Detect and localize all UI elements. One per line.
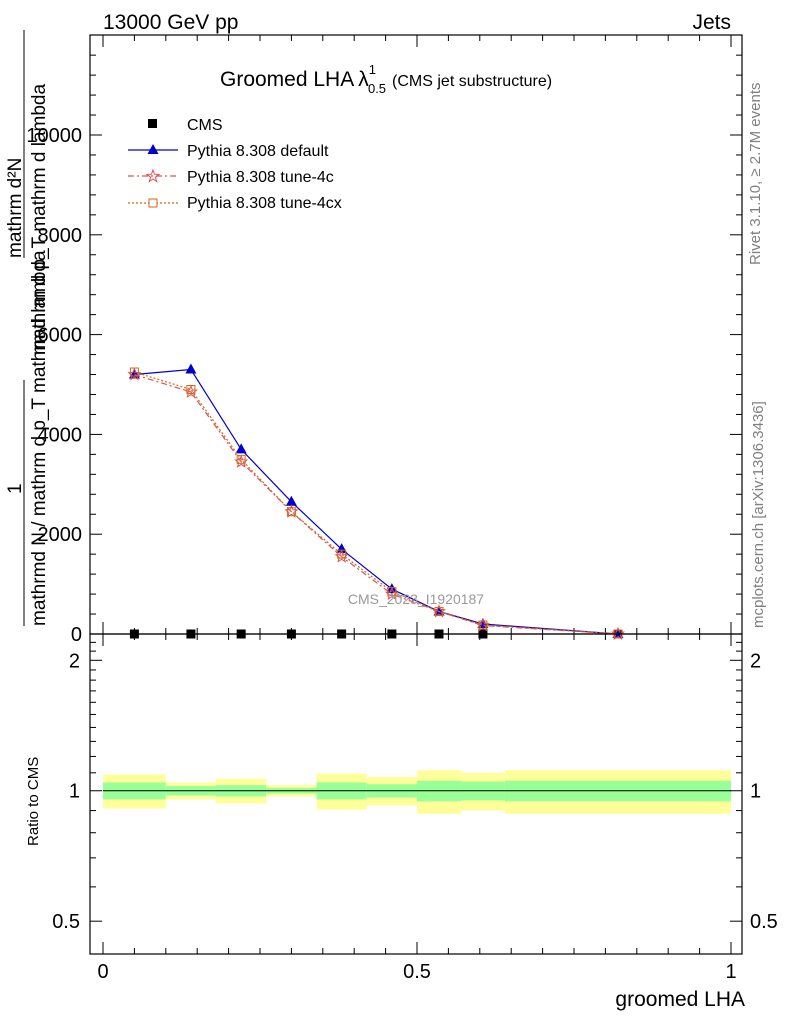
default-point [235,443,247,454]
legend-marker-tune-4c [145,168,161,183]
ratio-y-tick-label-right: 0.5 [750,911,778,933]
legend-label-tune-4cx: Pythia 8.308 tune-4cx [187,195,342,212]
analysis-watermark: CMS_2023_I1920187 [348,591,484,607]
ratio-plot-frame [89,633,743,955]
x-tick-label: 0.5 [403,961,431,983]
y-axis-label: mathrm d²N mathrm d p_T mathrm d lambda … [5,30,50,626]
ratio-y-tick-label: 2 [69,650,80,672]
title-main: Groomed LHA [220,68,354,91]
mcplots-note: mcplots.cern.ch [arXiv:1306.3436] [750,401,767,628]
ylabel-denominator: mathrmd N / mathrm d p_T mathrmd lambda [29,250,50,626]
ratio-bands [103,770,731,814]
rivet-version-note: Rivet 3.1.10, ≥ 2.7M events [747,83,764,266]
header-left: 13000 GeV pp [103,11,238,34]
legend-label-cms: CMS [187,117,223,134]
title-lambda: λ [358,68,369,91]
series-line [134,373,619,635]
header-right: Jets [692,11,731,34]
default-point [185,363,197,374]
legend-marker-cms [148,119,157,128]
title-subscript: 0.5 [368,81,386,96]
ratio-y-tick-label-right: 1 [750,781,761,803]
plot-title: Groomed LHA λ1 0.5 (CMS jet substructure) [220,62,552,96]
main-axes: 0 2000 4000 6000 8000 10000 [26,35,742,646]
ylabel-middle: mathrm d p_T mathrm d lambda [29,84,50,355]
y-tick-label: 8000 [38,225,83,247]
legend-marker-default [147,144,159,154]
title-superscript: 1 [369,62,376,77]
legend-label-default: Pythia 8.308 default [187,143,329,160]
tune-4cx-point [186,384,196,394]
tune-4cx-point [236,454,246,464]
ratio-y-axis-label: Ratio to CMS [25,757,42,846]
default-point [336,543,348,554]
tune-4cx-point [434,607,444,617]
ratio-y-tick-label: 1 [69,781,80,803]
y-tick-label: 2000 [38,524,83,546]
y-tick-label: 10000 [26,125,82,147]
ratio-axes: 0.5 0.5 1 1 2 2 0 0.5 1 [52,634,778,983]
ylabel-one: 1 [5,483,26,494]
legend-marker-tune-4cx [148,198,158,208]
legend: CMS Pythia 8.308 default Pythia 8.308 tu… [128,117,342,212]
y-tick-label: 4000 [38,424,83,446]
ratio-y-tick-label-right: 2 [750,650,761,672]
tune-4cx-point [478,620,488,630]
title-note: (CMS jet substructure) [392,73,552,90]
tune-4cx-point [286,507,296,517]
x-tick-label: 1 [725,961,736,983]
tune-4cx-point [337,549,347,559]
tune-4cx-point [129,367,139,377]
ratio-y-tick-label: 0.5 [52,911,80,933]
legend-label-tune-4c: Pythia 8.308 tune-4c [187,169,334,186]
ylabel-numerator: mathrm d²N [5,158,26,258]
default-point [285,495,297,506]
x-tick-label: 0 [97,961,108,983]
x-axis-label: groomed LHA [615,988,745,1011]
y-tick-label: 0 [71,624,82,646]
tune-4cx-point [387,587,397,597]
y-tick-label: 6000 [38,325,83,347]
